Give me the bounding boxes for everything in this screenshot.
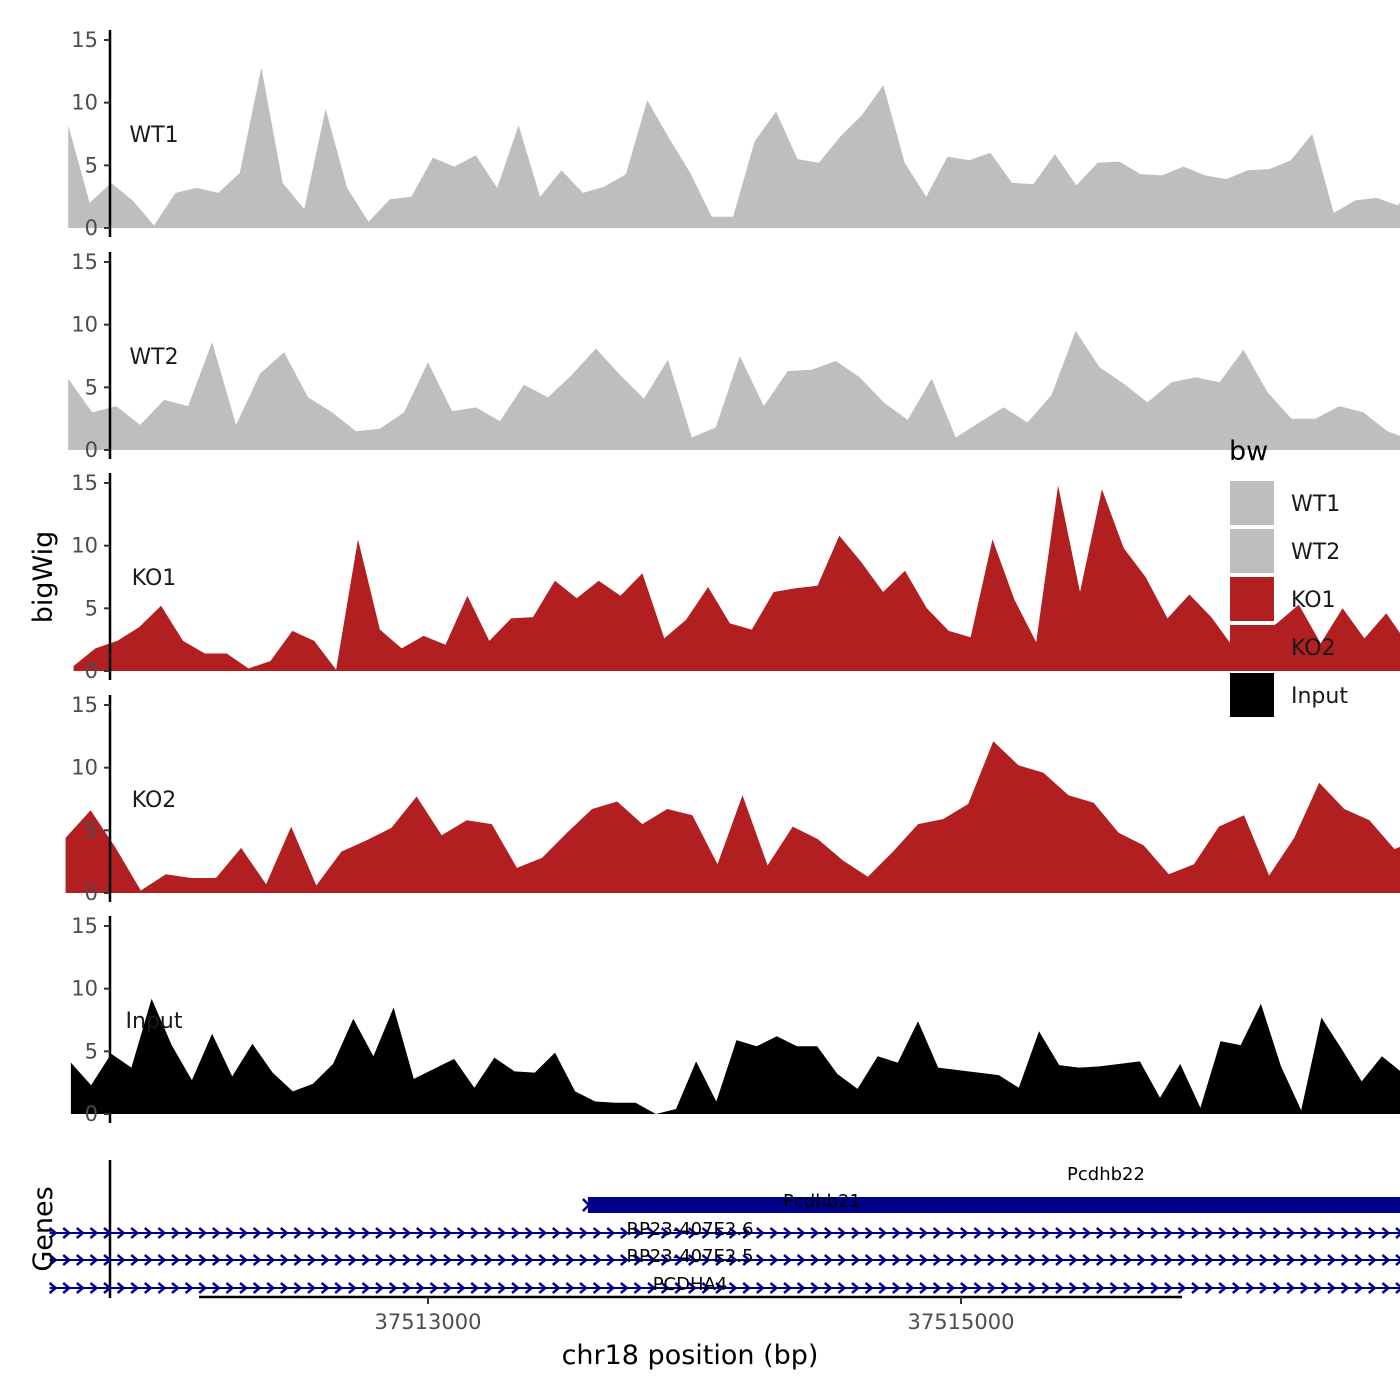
gene-pcdhb21: Pcdhb21 (582, 1191, 1400, 1213)
y-tick-label-input-5: 5 (85, 1039, 98, 1063)
gene-label-pcdhb22: Pcdhb22 (1067, 1164, 1145, 1185)
y-tick-label-ko1-0: 0 (85, 659, 98, 683)
legend-label-ko2: KO2 (1291, 636, 1336, 661)
y-tick-label-wt2-0: 0 (85, 438, 98, 462)
gene-pcdha4: PCDHA4 (48, 1274, 1400, 1295)
coverage-area-input (70, 998, 1400, 1114)
y-tick-label-ko1-10: 10 (71, 534, 98, 558)
y-axis-title: bigWig (28, 531, 59, 624)
legend-label-ko1: KO1 (1291, 588, 1336, 613)
legend-label-wt1: WT1 (1291, 492, 1340, 517)
y-tick-label-input-15: 15 (71, 914, 98, 938)
x-tick-label-37513000: 37513000 (375, 1310, 482, 1334)
gene-label-rp23-407e2-6: RP23-407E2.6 (626, 1219, 753, 1240)
legend-swatch-ko1 (1230, 577, 1274, 621)
x-axis: 375130003751500037517000 (199, 1295, 1182, 1334)
y-tick-label-wt1-15: 15 (71, 28, 98, 52)
track-wt2: 0 5 10 15 WT2 (68, 250, 1400, 462)
y-tick-label-ko2-5: 5 (85, 818, 98, 842)
track-label-input: Input (126, 1009, 183, 1034)
gene-rp23-407e2-6: RP23-407E2.6 (48, 1219, 1400, 1240)
coverage-area-wt1 (68, 67, 1400, 228)
track-label-ko2: KO2 (132, 788, 177, 813)
y-tick-label-input-10: 10 (71, 977, 98, 1001)
track-label-wt1: WT1 (129, 123, 178, 148)
x-tick-label-37515000: 37515000 (908, 1310, 1015, 1334)
coverage-area-ko1 (73, 485, 1400, 671)
coverage-area-ko2 (65, 741, 1400, 893)
bigwig-tracks: 0 5 10 15 WT1 0 5 10 15 WT2 0 5 10 15 KO1 0 5 10 15 KO2 0 5 10… (65, 28, 1400, 1126)
gene-label-pcdhb21: Pcdhb21 (783, 1191, 861, 1212)
strand-arrows-pcdha4 (48, 1282, 1400, 1294)
x-axis-title: chr18 position (bp) (562, 1340, 819, 1371)
y-tick-label-wt2-5: 5 (85, 375, 98, 399)
legend: bw WT1 WT2 KO1 KO2 Input (1229, 436, 1348, 717)
y-tick-label-wt1-5: 5 (85, 153, 98, 177)
gene-rp23-407e2-5: RP23-407E2.5 (48, 1246, 1400, 1267)
legend-swatch-wt2 (1230, 529, 1274, 573)
track-label-ko1: KO1 (132, 566, 177, 591)
gene-pcdhb22: Pcdhb22 (1067, 1164, 1145, 1185)
legend-label-wt2: WT2 (1291, 540, 1340, 565)
y-tick-label-wt2-15: 15 (71, 250, 98, 274)
track-ko2: 0 5 10 15 KO2 (65, 693, 1400, 905)
y-tick-label-ko1-15: 15 (71, 471, 98, 495)
legend-label-input: Input (1291, 684, 1348, 709)
y-tick-label-ko2-15: 15 (71, 693, 98, 717)
gene-label-rp23-407e2-5: RP23-407E2.5 (626, 1246, 753, 1267)
track-input: 0 5 10 15 Input (70, 914, 1400, 1126)
strand-arrows-rp23-407e2-6 (48, 1227, 1400, 1239)
genes-axis-title: Genes (28, 1186, 59, 1271)
legend-swatch-input (1230, 673, 1274, 717)
gene-label-pcdha4: PCDHA4 (653, 1274, 728, 1295)
y-tick-label-wt2-10: 10 (71, 313, 98, 337)
gene-track: Pcdhb22 Pcdhb21 RP23-407E2.6 RP23-407E2.5 PC… (48, 1160, 1400, 1298)
y-tick-label-wt1-10: 10 (71, 91, 98, 115)
track-wt1: 0 5 10 15 WT1 (68, 28, 1400, 240)
legend-title: bw (1229, 436, 1268, 467)
y-tick-label-input-0: 0 (85, 1102, 98, 1126)
gene-body-pcdhb21 (587, 1197, 1400, 1213)
y-tick-label-ko2-0: 0 (85, 881, 98, 905)
y-tick-label-ko2-10: 10 (71, 756, 98, 780)
strand-arrows-rp23-407e2-5 (48, 1254, 1400, 1266)
coverage-area-wt2 (68, 330, 1400, 450)
track-ko1: 0 5 10 15 KO1 (71, 471, 1400, 683)
track-label-wt2: WT2 (129, 345, 178, 370)
y-tick-label-ko1-5: 5 (85, 596, 98, 620)
y-tick-label-wt1-0: 0 (85, 216, 98, 240)
legend-swatch-ko2 (1230, 625, 1274, 669)
strand-arrows-pcdhb21 (582, 1198, 591, 1212)
legend-swatch-wt1 (1230, 481, 1274, 525)
